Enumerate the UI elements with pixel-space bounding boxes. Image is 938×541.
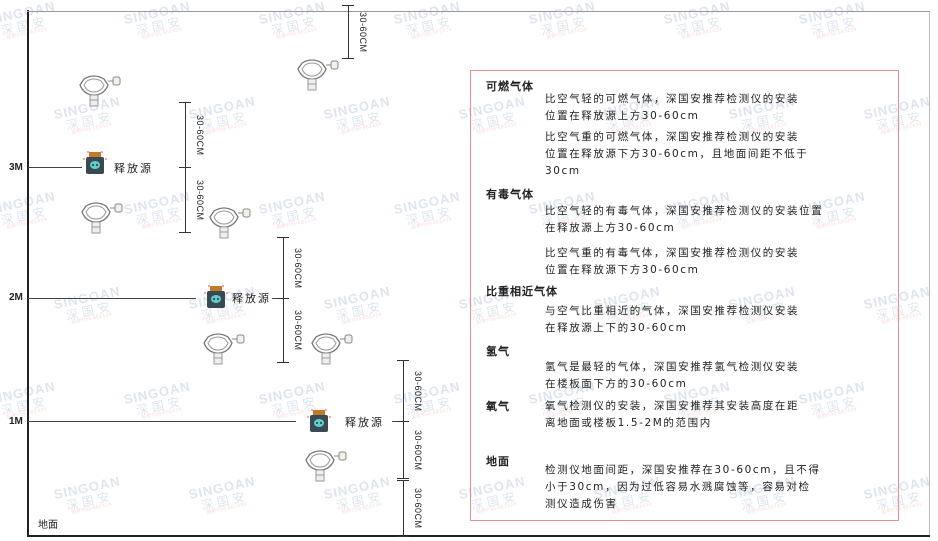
release-source-icon — [203, 284, 229, 314]
dimension-tick — [179, 102, 191, 103]
level-3m-label: 3M — [9, 162, 23, 173]
dimension-tick — [277, 237, 289, 238]
dimension-tick — [397, 480, 409, 481]
legend-section-title: 比重相近气体 — [486, 285, 558, 298]
gas-detector-icon — [296, 57, 340, 95]
dimension-tick — [342, 5, 354, 6]
level-2m-line — [28, 298, 196, 299]
dimension-label: 30-60CM — [413, 488, 423, 529]
legend-paragraph: 与空气比重相近的气体，深国安推荐检测仪安装 在释放源上下的30-60cm — [545, 305, 800, 334]
level-1m-label: 1M — [9, 416, 23, 427]
gas-detector-icon — [310, 331, 354, 369]
legend-box — [470, 70, 899, 521]
dimension-line — [283, 237, 284, 298]
dimension-tick — [179, 232, 191, 233]
gas-detector-icon — [208, 205, 252, 243]
gas-detector-icon — [304, 448, 348, 486]
dimension-tick — [397, 360, 409, 361]
legend-section-title: 可燃气体 — [486, 80, 534, 93]
dimension-label: 30-60CM — [195, 179, 205, 221]
dimension-line — [403, 480, 404, 536]
dimension-tick — [277, 298, 289, 299]
legend-paragraph: 氧气检测仪的安装，深国安推荐其安装高度在距 离地面或楼板1.5-2M的范围内 — [545, 400, 800, 429]
source-label: 释放源 — [114, 162, 153, 175]
dimension-label: 30-60CM — [413, 429, 423, 471]
dimension-tick — [397, 421, 409, 422]
source-label: 释放源 — [232, 292, 271, 305]
release-source-icon — [306, 408, 332, 438]
ground-label: 地面 — [38, 520, 58, 531]
dimension-tick — [342, 58, 354, 59]
legend-section-title: 地面 — [486, 455, 510, 468]
dimension-tick — [397, 536, 409, 537]
dimension-tick — [179, 167, 191, 168]
level-1m-line — [28, 421, 296, 422]
dimension-label: 30-60CM — [195, 114, 205, 156]
legend-paragraph: 检测仪地面间距，深国安推荐在30-60cm，且不得 小于30cm，因为过低容易水… — [545, 464, 821, 510]
legend-paragraph: 比空气重的有毒气体，深国安推荐检测仪的安装 位置在释放源下方30-60cm — [545, 247, 800, 276]
level-3m-line — [28, 167, 82, 168]
dimension-label: 30-60CM — [413, 370, 423, 412]
level-2m-label: 2M — [9, 292, 23, 303]
source-label: 释放源 — [345, 416, 384, 429]
legend-paragraph: 比空气轻的可燃气体，深国安推荐检测仪的安装 位置在释放源上方30-60cm — [545, 93, 800, 122]
dimension-tick — [397, 478, 409, 479]
legend-paragraph: 比空气重的可燃气体，深国安推荐检测仪的安装 位置在释放源下方30-60cm，且地… — [545, 131, 809, 177]
release-source-icon — [82, 150, 108, 180]
dimension-line — [348, 5, 349, 58]
legend-paragraph: 比空气轻的有毒气体，深国安推荐检测仪的安装位置 在释放源上方30-60cm — [545, 205, 824, 234]
gas-detector-icon — [202, 331, 246, 369]
right-wall-line — [929, 11, 930, 537]
legend-section-title: 氧气 — [486, 400, 510, 413]
dimension-label: 30-60CM — [293, 310, 303, 351]
dimension-tick — [277, 362, 289, 363]
dimension-line — [403, 360, 404, 421]
legend-section-title: 氢气 — [486, 345, 510, 358]
dimension-line — [283, 298, 284, 362]
gas-detector-icon — [80, 200, 124, 238]
ceiling-line — [27, 11, 930, 12]
dimension-label: 30-60CM — [358, 11, 368, 53]
dimension-label: 30-60CM — [293, 247, 303, 289]
dimension-line — [185, 167, 186, 232]
wall-line — [27, 10, 29, 537]
legend-paragraph: 氢气是最轻的气体，深国安推荐氢气检测仪安装 在楼板面下方的30-60cm — [545, 361, 800, 390]
gas-detector-icon — [78, 73, 122, 111]
dimension-line — [185, 102, 186, 167]
floor-line — [27, 535, 930, 537]
dimension-line — [403, 421, 404, 478]
legend-section-title: 有毒气体 — [486, 188, 534, 201]
